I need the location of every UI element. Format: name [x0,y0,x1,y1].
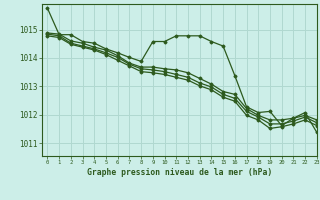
X-axis label: Graphe pression niveau de la mer (hPa): Graphe pression niveau de la mer (hPa) [87,168,272,177]
